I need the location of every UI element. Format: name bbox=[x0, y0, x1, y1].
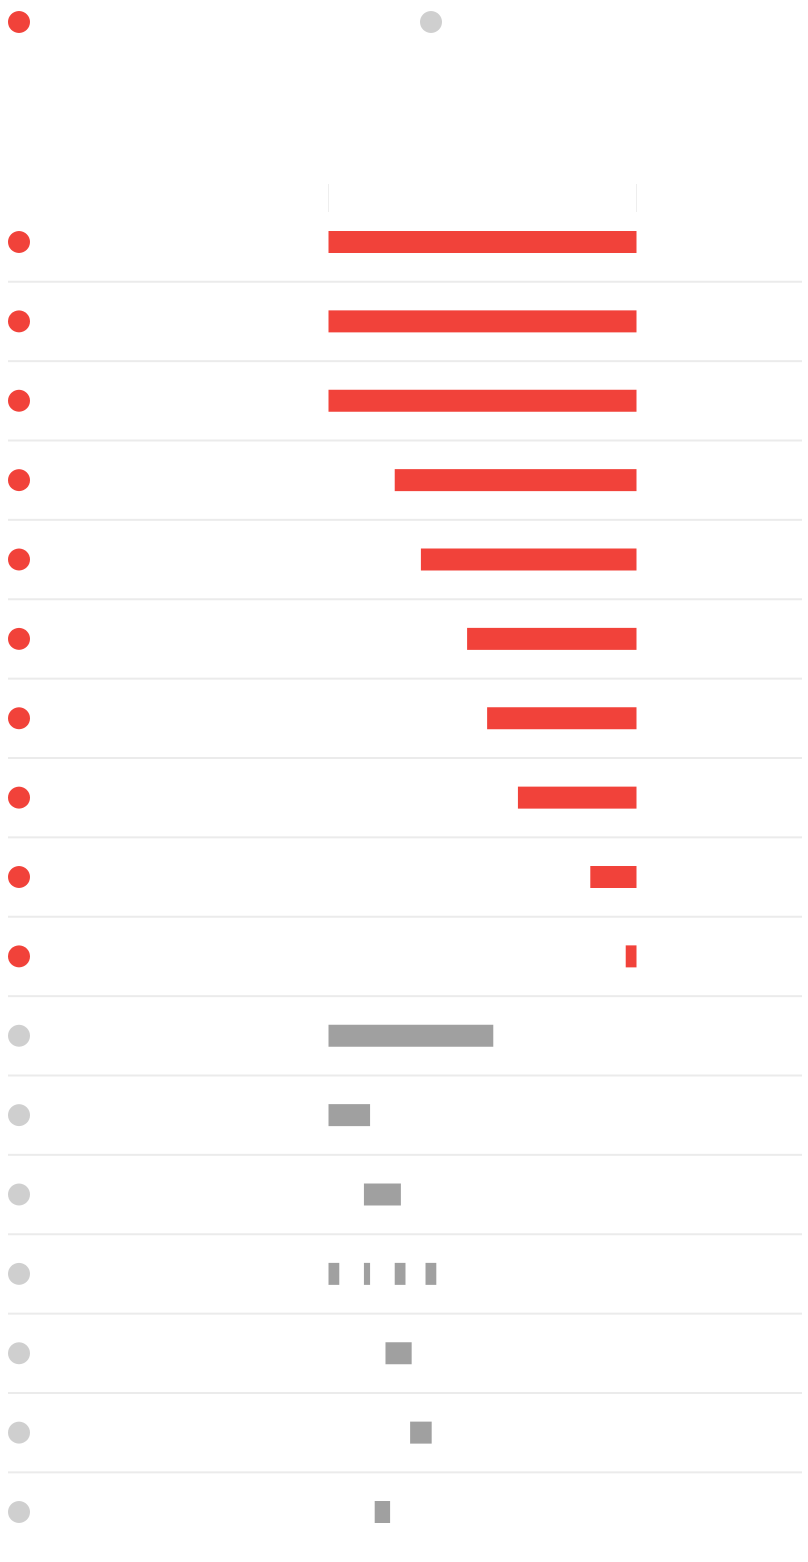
row-dot-icon-13 bbox=[8, 1183, 30, 1206]
legend-dot-icon-gray bbox=[420, 11, 442, 33]
bar-6-1 bbox=[467, 627, 637, 650]
row-dot-icon-15 bbox=[8, 1342, 30, 1365]
bar-13-1 bbox=[363, 1183, 401, 1206]
bar-1-1 bbox=[328, 231, 637, 253]
row-dot-icon-1 bbox=[8, 231, 30, 253]
bar-8-1 bbox=[517, 786, 637, 809]
bar-14-3 bbox=[394, 1262, 406, 1285]
bar-3-1 bbox=[328, 389, 637, 412]
bar-12-1 bbox=[328, 1104, 371, 1127]
row-dot-icon-12 bbox=[8, 1104, 30, 1127]
bar-9-1 bbox=[590, 866, 637, 888]
row-dot-icon-2 bbox=[8, 310, 30, 333]
bar-17-1 bbox=[374, 1501, 391, 1523]
bar-14-2 bbox=[363, 1262, 371, 1285]
row-dot-icon-7 bbox=[8, 707, 30, 730]
row-dot-icon-5 bbox=[8, 548, 30, 571]
bar-15-1 bbox=[385, 1342, 412, 1365]
row-dot-icon-6 bbox=[8, 627, 30, 650]
bar-11-1 bbox=[328, 1024, 494, 1047]
row-dot-icon-14 bbox=[8, 1262, 30, 1285]
legend-dot-icon-red bbox=[8, 11, 30, 33]
row-dot-icon-11 bbox=[8, 1024, 30, 1047]
bar-10-1 bbox=[625, 945, 637, 968]
row-dot-icon-16 bbox=[8, 1421, 30, 1444]
row-dot-icon-17 bbox=[8, 1501, 30, 1523]
bar-14-4 bbox=[425, 1262, 437, 1285]
bar-16-1 bbox=[410, 1421, 432, 1444]
row-dot-icon-3 bbox=[8, 389, 30, 412]
row-dot-icon-4 bbox=[8, 469, 30, 492]
bar-5-1 bbox=[420, 548, 637, 571]
row-dot-icon-8 bbox=[8, 786, 30, 809]
bar-7-1 bbox=[487, 707, 637, 730]
row-dot-icon-9 bbox=[8, 866, 30, 888]
bar-14-1 bbox=[328, 1262, 340, 1285]
row-dot-icon-10 bbox=[8, 945, 30, 968]
bar-2-1 bbox=[328, 310, 637, 333]
bar-4-1 bbox=[394, 469, 637, 492]
